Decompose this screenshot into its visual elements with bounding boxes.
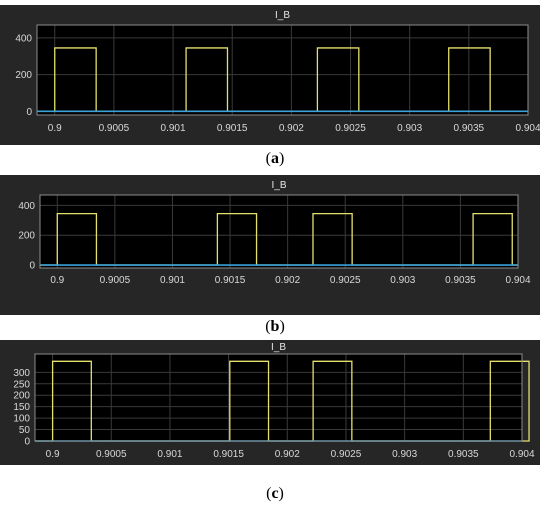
x-tick-label: 0.903 bbox=[392, 449, 417, 460]
caption-c: (c) bbox=[266, 485, 284, 502]
plot-frame bbox=[34, 353, 523, 442]
plot-area bbox=[35, 354, 522, 441]
scope-panel-c: I_B 0.9 0.9005 0.901 0.9015 0.902 0.9025 0.903 0… bbox=[0, 340, 540, 465]
scope-panel-b: I_B 0.9 0.9005 0.901 0.9015 0.902 0.9025 0.903 0… bbox=[0, 175, 540, 315]
x-tick-label: 0.9025 bbox=[331, 449, 362, 460]
y-tick-label: 50 bbox=[19, 425, 31, 436]
y-tick-label: 0 bbox=[29, 261, 35, 272]
caption-a: (a) bbox=[265, 150, 285, 167]
plot-frame bbox=[36, 24, 529, 116]
x-tick-label: 0.901 bbox=[161, 123, 186, 134]
x-tick-label: 0.902 bbox=[275, 449, 300, 460]
chart-title: I_B bbox=[271, 180, 286, 191]
x-tick-label: 0.901 bbox=[160, 275, 185, 286]
x-tick-label: 0.9015 bbox=[217, 123, 248, 134]
scope-chart-b: I_B 0.9 0.9005 0.901 0.9015 0.902 0.9025 0.903 0… bbox=[18, 180, 531, 286]
x-tick-label: 0.9 bbox=[48, 123, 62, 134]
y-tick-label: 200 bbox=[15, 70, 32, 81]
plot-area bbox=[37, 25, 528, 115]
x-tick-label: 0.9035 bbox=[454, 123, 485, 134]
x-tick-label: 0.9 bbox=[50, 275, 64, 286]
x-tick-label: 0.9015 bbox=[215, 275, 246, 286]
y-tick-label: 100 bbox=[13, 414, 30, 425]
y-tick-label: 0 bbox=[24, 437, 30, 448]
x-tick-label: 0.904 bbox=[505, 275, 530, 286]
plot-frame bbox=[39, 194, 519, 269]
x-tick-label: 0.9005 bbox=[99, 123, 130, 134]
y-tick-label: 400 bbox=[15, 33, 32, 44]
scope-chart-a: I_B 0.9 0.9005 0.901 0.9015 0.902 0.9025 0.903 0… bbox=[15, 10, 540, 134]
x-tick-label: 0.904 bbox=[509, 449, 534, 460]
scope-panel-a: I_B 0.9 0.9005 0.901 0.9015 0.902 0.9025 0.903 0… bbox=[0, 5, 540, 145]
x-tick-label: 0.9035 bbox=[448, 449, 479, 460]
y-tick-label: 400 bbox=[18, 201, 35, 212]
y-tick-label: 250 bbox=[13, 379, 30, 390]
x-tick-label: 0.903 bbox=[397, 123, 422, 134]
x-tick-label: 0.904 bbox=[515, 123, 540, 134]
x-tick-label: 0.9005 bbox=[100, 275, 131, 286]
x-tick-label: 0.9 bbox=[46, 449, 60, 460]
chart-title: I_B bbox=[271, 342, 286, 353]
x-tick-label: 0.9025 bbox=[330, 275, 361, 286]
x-tick-label: 0.902 bbox=[279, 123, 304, 134]
x-tick-label: 0.9015 bbox=[213, 449, 244, 460]
x-tick-label: 0.9035 bbox=[445, 275, 476, 286]
y-tick-label: 300 bbox=[13, 368, 30, 379]
plot-area bbox=[40, 195, 518, 268]
x-tick-label: 0.9025 bbox=[335, 123, 366, 134]
caption-b: (b) bbox=[265, 318, 285, 335]
scope-chart-c: I_B 0.9 0.9005 0.901 0.9015 0.902 0.9025 0.903 0… bbox=[13, 342, 535, 460]
y-tick-label: 200 bbox=[13, 391, 30, 402]
x-tick-label: 0.902 bbox=[275, 275, 300, 286]
x-tick-label: 0.9005 bbox=[96, 449, 127, 460]
y-tick-label: 0 bbox=[26, 107, 32, 118]
x-tick-label: 0.903 bbox=[390, 275, 415, 286]
y-tick-label: 200 bbox=[18, 231, 35, 242]
chart-title: I_B bbox=[275, 10, 290, 21]
x-tick-label: 0.901 bbox=[157, 449, 182, 460]
y-tick-label: 150 bbox=[13, 402, 30, 413]
